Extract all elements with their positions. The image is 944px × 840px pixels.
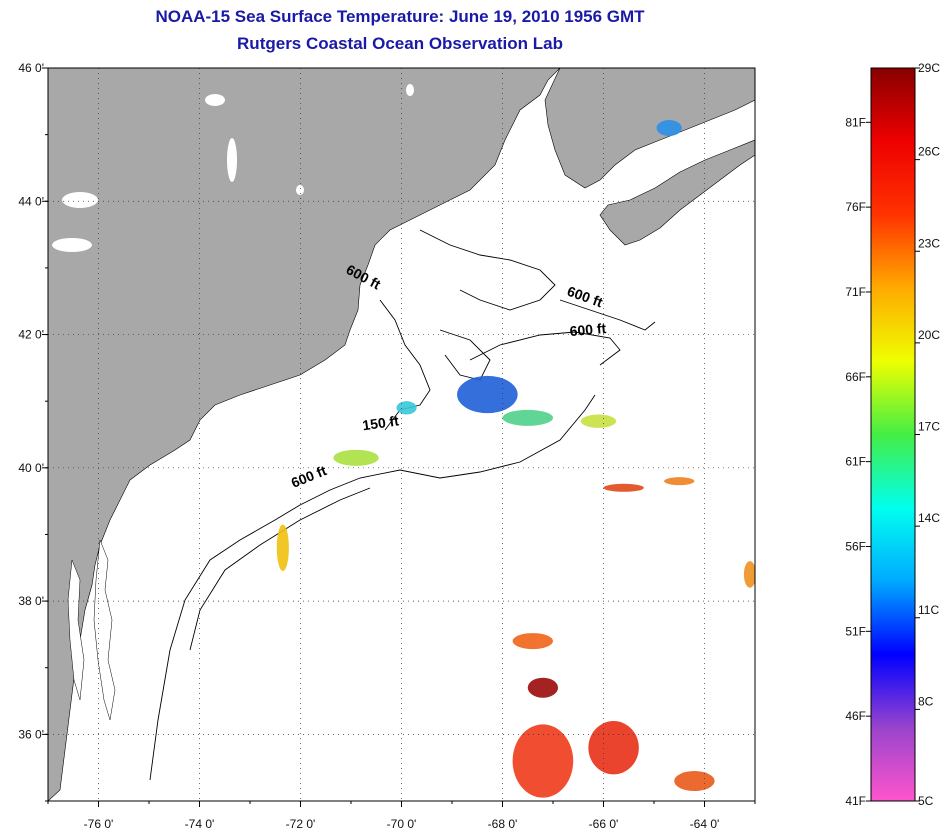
- lon-tick-label: -66 0': [589, 817, 619, 831]
- gulf-of-maine-cold-patch: [457, 375, 518, 414]
- lon-tick-label: -68 0': [488, 817, 518, 831]
- gulf-stream-patch-3: [674, 771, 715, 792]
- celsius-label: 5C: [918, 794, 934, 808]
- celsius-label: 11C: [918, 603, 939, 617]
- celsius-labels: 29C 26C 23C 20C 17C 14C 11C 8C 5C: [915, 61, 940, 808]
- lon-tick-label: -70 0': [387, 817, 417, 831]
- fahrenheit-labels: 81F 76F 71F 66F 61F 56F 51F 46F 41F: [845, 115, 871, 808]
- lat-tick-label: 40 0': [18, 461, 44, 475]
- contour-label: 600 ft: [569, 320, 607, 339]
- sst-patches: [276, 119, 755, 798]
- cape-cod-patch: [396, 401, 417, 415]
- celsius-label: 8C: [918, 694, 934, 708]
- georges-edge-patch: [502, 409, 553, 426]
- lon-tick-label: -64 0': [690, 817, 720, 831]
- lat-tick-label: 38 0': [18, 594, 44, 608]
- celsius-label: 17C: [918, 420, 940, 434]
- longitude-ticks: -76 0' -74 0' -72 0' -70 0' -68 0' -66 0' -64 …: [47, 801, 756, 831]
- fahrenheit-label: 46F: [845, 709, 866, 723]
- fahrenheit-label: 51F: [845, 624, 866, 638]
- fahrenheit-label: 81F: [845, 115, 866, 129]
- gulf-stream-patch-1: [512, 724, 574, 798]
- map-title: NOAA-15 Sea Surface Temperature: June 19…: [155, 7, 645, 26]
- celsius-label: 29C: [918, 61, 940, 75]
- nova-scotia-patch: [656, 119, 682, 136]
- lon-tick-label: -76 0': [84, 817, 114, 831]
- offshore-hot-patch: [527, 677, 559, 698]
- east-edge-warm-patch: [743, 561, 755, 588]
- nj-shelf-patch: [276, 524, 289, 572]
- graticule: [48, 67, 755, 801]
- celsius-label: 23C: [918, 236, 940, 250]
- map-subtitle: Rutgers Coastal Ocean Observation Lab: [237, 34, 563, 53]
- celsius-label: 14C: [918, 511, 940, 525]
- fahrenheit-label: 76F: [845, 200, 866, 214]
- fahrenheit-label: 56F: [845, 539, 866, 553]
- fahrenheit-label: 66F: [845, 370, 866, 384]
- fahrenheit-label: 71F: [845, 285, 866, 299]
- land-mass: [48, 68, 755, 801]
- celsius-label: 26C: [918, 145, 940, 159]
- gulf-stream-patch-2: [588, 721, 639, 775]
- fahrenheit-label: 61F: [845, 455, 866, 469]
- fahrenheit-label: 41F: [845, 794, 866, 808]
- latitude-ticks: 46 0' 44 0' 42 0' 40 0' 38 0' 36 0': [18, 61, 48, 802]
- celsius-label: 20C: [918, 328, 940, 342]
- slope-warm-patch-2: [664, 477, 695, 486]
- lon-tick-label: -72 0': [286, 817, 316, 831]
- temperature-colorbar: 29C 26C 23C 20C 17C 14C 11C 8C 5C 81F 76F 71F 66F 61…: [845, 61, 940, 808]
- lat-tick-label: 44 0': [18, 194, 44, 208]
- shelf-edge-east-patch: [580, 414, 617, 428]
- lat-tick-label: 42 0': [18, 328, 44, 342]
- colorbar-gradient: [870, 67, 916, 802]
- lon-tick-label: -74 0': [185, 817, 215, 831]
- lat-tick-label: 46 0': [18, 61, 44, 75]
- offshore-warm-patch-1: [512, 633, 553, 650]
- southern-new-england-patch: [333, 449, 379, 466]
- lat-tick-label: 36 0': [18, 727, 44, 741]
- contour-label: 150 ft: [361, 412, 400, 433]
- slope-warm-patch-1: [603, 483, 644, 492]
